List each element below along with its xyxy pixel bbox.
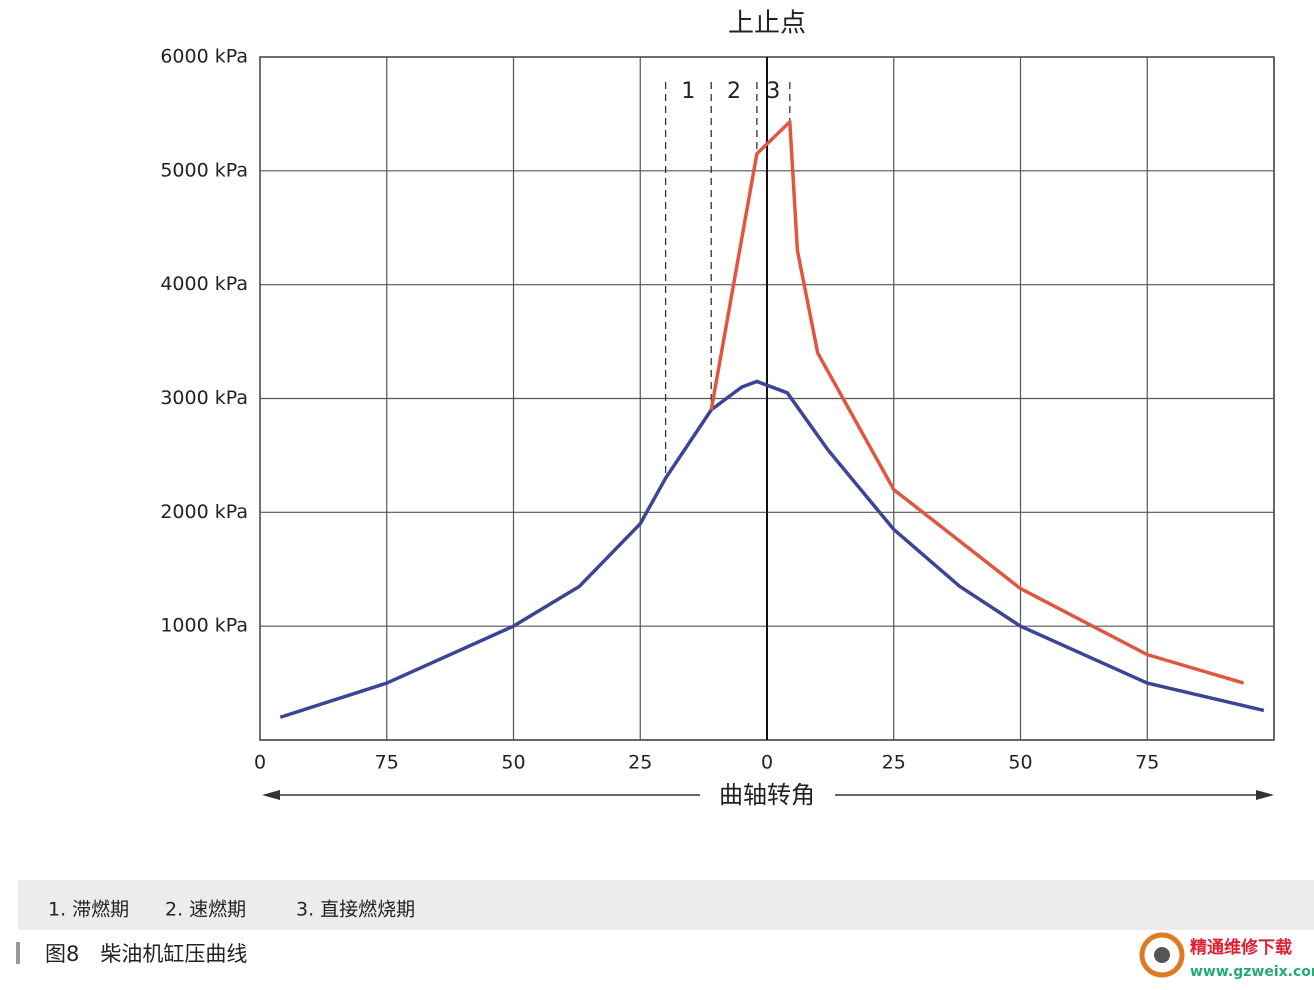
series-line xyxy=(709,120,1245,685)
logo xyxy=(1139,932,1185,978)
y-tick-label: 6000 kPa xyxy=(160,46,248,68)
x-tick-label: 50 xyxy=(1008,752,1032,774)
x-tick-label: 0 xyxy=(761,752,773,774)
caption: 图8 柴油机缸压曲线 xyxy=(45,942,247,966)
x-tick-label: 75 xyxy=(375,752,399,774)
x-tick-label: 25 xyxy=(628,752,652,774)
x-tick-label: 25 xyxy=(882,752,906,774)
y-tick-label: 3000 kPa xyxy=(160,387,248,409)
legend-note: 2. 速燃期 xyxy=(165,899,246,921)
chart-title: 上止点 xyxy=(728,9,806,39)
watermark-url: www.gzweix.com xyxy=(1190,964,1314,980)
x-tick-label: 50 xyxy=(501,752,525,774)
series-line xyxy=(279,379,1265,719)
legend-note: 1. 滞燃期 xyxy=(48,899,129,921)
y-tick-label: 5000 kPa xyxy=(160,159,248,181)
watermark-title: 精通维修下载 xyxy=(1190,937,1292,958)
phase-label: 3 xyxy=(766,79,780,104)
logo-core xyxy=(1154,947,1170,963)
caption-bar xyxy=(16,942,20,964)
phase-label: 2 xyxy=(727,79,741,104)
x-axis-label: 曲轴转角 xyxy=(719,781,815,809)
y-tick-label: 2000 kPa xyxy=(160,501,248,523)
legend-note: 3. 直接燃烧期 xyxy=(296,899,415,921)
y-tick-label: 1000 kPa xyxy=(160,615,248,637)
notes-strip xyxy=(18,880,1314,930)
x-label-bg xyxy=(700,780,835,810)
y-tick-label: 4000 kPa xyxy=(160,273,248,295)
x-tick-label: 0 xyxy=(254,752,266,774)
phase-label: 1 xyxy=(681,79,695,104)
x-tick-label: 75 xyxy=(1135,752,1159,774)
